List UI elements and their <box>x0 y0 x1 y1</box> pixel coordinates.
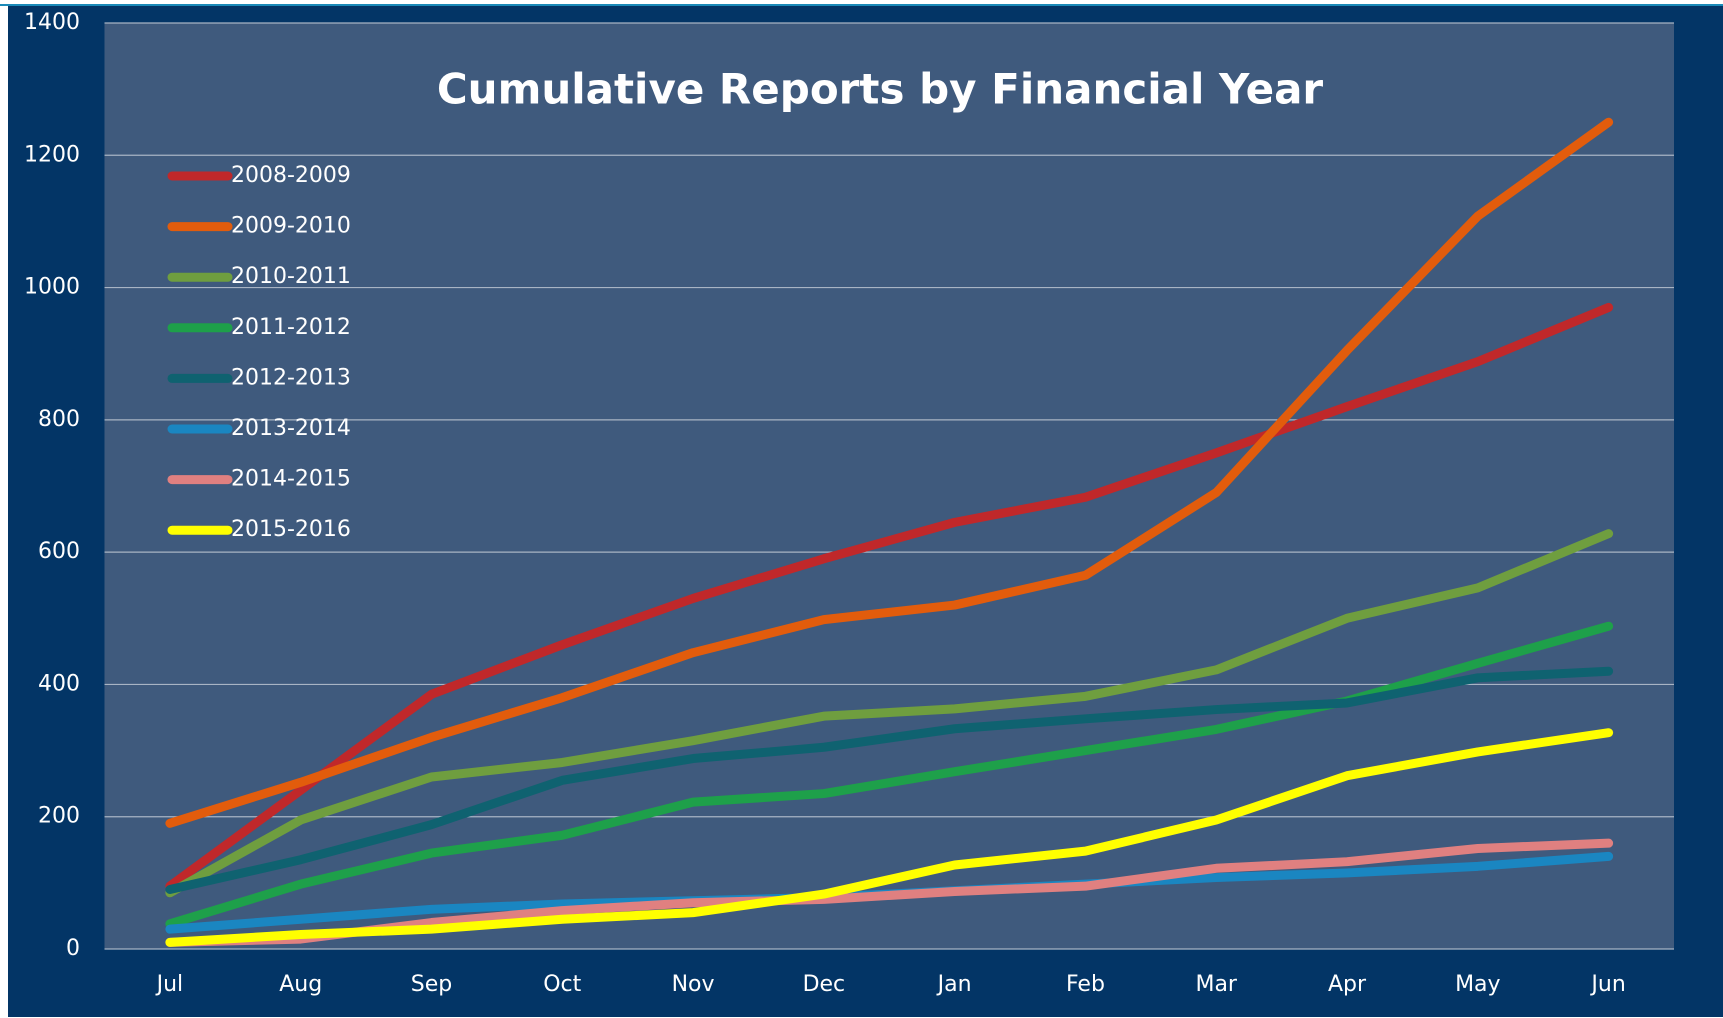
x-tick-label: Jul <box>155 972 184 997</box>
y-tick-label: 0 <box>66 936 80 961</box>
legend-label: 2012-2013 <box>231 365 351 390</box>
top-border <box>0 4 1723 6</box>
x-tick-label: Feb <box>1066 972 1105 997</box>
x-tick-label: Apr <box>1328 972 1367 997</box>
y-tick-label: 400 <box>38 671 80 696</box>
series-line <box>165 838 1614 947</box>
series-line <box>165 117 1614 828</box>
x-tick-label: Jan <box>936 972 972 997</box>
series-line <box>165 728 1614 947</box>
x-tick-label: Sep <box>411 972 452 997</box>
y-tick-label: 1400 <box>24 10 80 35</box>
x-tick-label: Aug <box>279 972 322 997</box>
x-tick-label: Jun <box>1589 972 1625 997</box>
series-line <box>165 666 1614 894</box>
y-tick-label: 1200 <box>24 142 80 167</box>
legend-label: 2009-2010 <box>231 214 351 239</box>
legend-label: 2011-2012 <box>231 315 351 340</box>
legend-label: 2008-2009 <box>231 163 351 188</box>
y-tick-label: 200 <box>38 804 80 829</box>
x-tick-label: Oct <box>543 972 581 997</box>
x-tick-label: Mar <box>1195 972 1237 997</box>
series-line <box>165 302 1614 891</box>
legend-label: 2010-2011 <box>231 264 351 289</box>
legend-label: 2014-2015 <box>231 467 351 492</box>
legend-label: 2013-2014 <box>231 416 351 441</box>
y-tick-label: 600 <box>38 539 80 564</box>
y-tick-label: 800 <box>38 407 80 432</box>
x-tick-label: Dec <box>803 972 846 997</box>
x-tick-label: Nov <box>672 972 715 997</box>
legend-label: 2015-2016 <box>231 517 351 542</box>
x-tick-label: May <box>1455 972 1500 997</box>
series-line <box>165 529 1614 898</box>
y-tick-label: 1000 <box>24 275 80 300</box>
chart-title: Cumulative Reports by Financial Year <box>437 65 1324 114</box>
